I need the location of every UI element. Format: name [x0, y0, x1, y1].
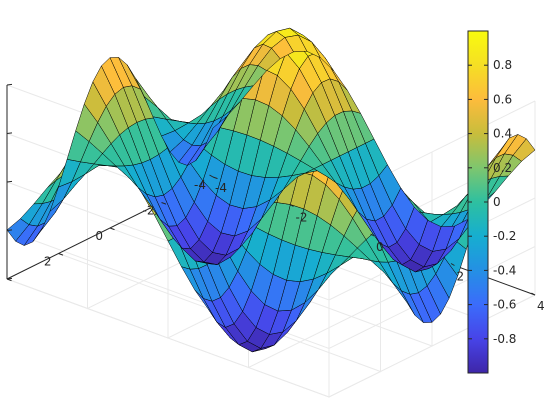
- colorbar-tick-label: -0.2: [493, 229, 516, 243]
- colorbar-tick-label: 0.6: [493, 92, 512, 106]
- y-tick-mark: [58, 253, 64, 256]
- colorbar-tick-label: 0.8: [493, 58, 512, 72]
- colorbar-tick-label: -0.8: [493, 332, 516, 346]
- y-tick-label: -4: [194, 178, 206, 192]
- y-tick-label: 0: [95, 229, 103, 243]
- colorbar: 0.8 0.6 0.4 0.2 0 -0.2 -0.4 -0.6 -0.8: [467, 30, 516, 374]
- y-tick-mark: [109, 227, 115, 231]
- x-tick-label: -2: [296, 211, 308, 225]
- x-tick-mark: [450, 263, 455, 266]
- z-tick-mark: [6, 229, 13, 231]
- colorbar-tick-label: 0.4: [493, 127, 512, 141]
- colorbar-ticks: 0.8 0.6 0.4 0.2 0 -0.2 -0.4 -0.6 -0.8: [468, 58, 516, 346]
- x-tick-mark: [370, 233, 375, 237]
- x-tick-label: 0: [376, 240, 384, 254]
- colorbar-tick-label: 0.2: [493, 161, 512, 175]
- colorbar-tick-label: -0.4: [493, 263, 516, 277]
- x-tick-label: 2: [457, 270, 465, 284]
- z-tick-mark: [6, 180, 13, 183]
- x-tick-mark: [289, 204, 294, 207]
- y-tick-mark: [212, 176, 218, 180]
- colorbar-tick-label: 0: [493, 195, 501, 209]
- colorbar-tick-label: -0.6: [493, 298, 516, 312]
- y-tick-label: 2: [44, 255, 52, 269]
- surface-plot: [6, 27, 536, 353]
- x-tick-mark: [209, 174, 214, 178]
- surface-patch: [204, 116, 227, 149]
- z-tick-mark: [6, 83, 13, 86]
- x-tick-mark: [531, 292, 536, 296]
- x-tick-label: 4: [537, 299, 545, 313]
- x-axis-ticks: -4 -2 0 2 4: [209, 174, 545, 313]
- y-tick-mark: [161, 202, 167, 205]
- y-tick-mark: [6, 278, 12, 282]
- x-tick-label: -4: [215, 181, 227, 195]
- z-tick-mark: [6, 132, 13, 134]
- y-tick-label: -2: [143, 204, 155, 218]
